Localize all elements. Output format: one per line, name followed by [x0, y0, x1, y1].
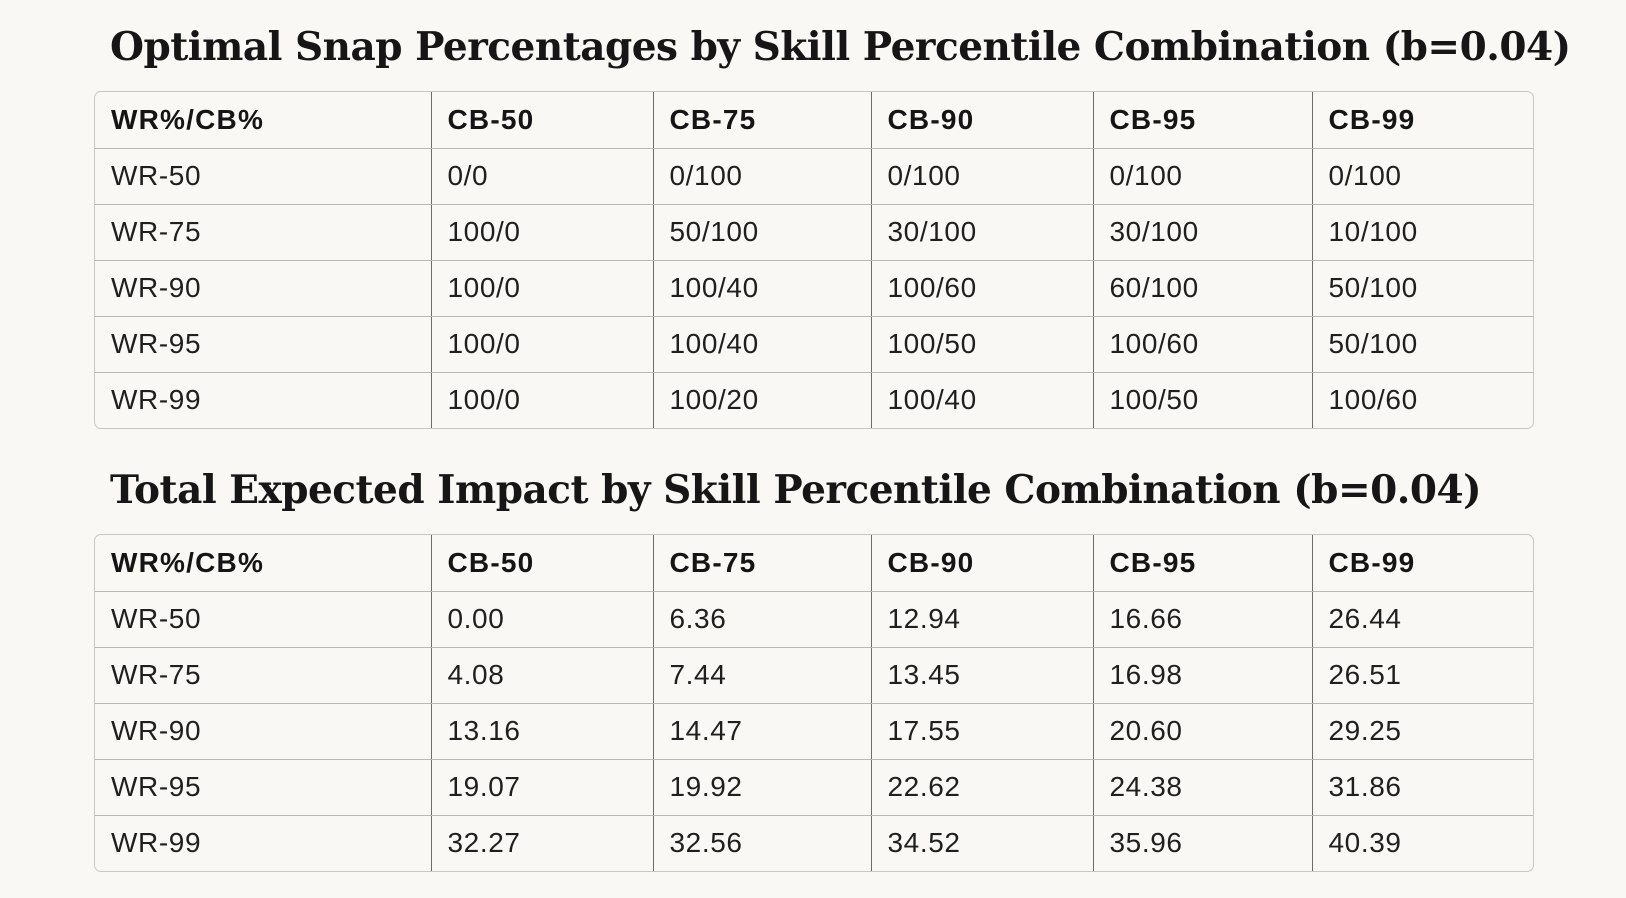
- column-header: CB-50: [431, 535, 654, 592]
- column-header: WR%/CB%: [95, 92, 432, 149]
- table-cell: 100/40: [871, 372, 1094, 428]
- table-cell: 100/0: [431, 372, 654, 428]
- table-cell: 100/20: [653, 372, 872, 428]
- row-label: WR-90: [95, 260, 432, 317]
- snap-percentages-table-container: WR%/CB% CB-50 CB-75 CB-90 CB-95 CB-99 WR…: [94, 91, 1534, 429]
- row-label: WR-75: [95, 647, 432, 704]
- table-cell: 17.55: [871, 703, 1094, 760]
- table-cell: 0/100: [871, 148, 1094, 205]
- table-row: WR-95 19.07 19.92 22.62 24.38 31.86: [95, 759, 1533, 816]
- table-row: WR-95 100/0 100/40 100/50 100/60 50/100: [95, 316, 1533, 373]
- expected-impact-title: Total Expected Impact by Skill Percentil…: [110, 467, 1482, 513]
- table-cell: 32.56: [653, 815, 872, 871]
- column-header: CB-90: [871, 535, 1094, 592]
- table-cell: 22.62: [871, 759, 1094, 816]
- row-label: WR-50: [95, 148, 432, 205]
- table-cell: 6.36: [653, 591, 872, 648]
- table-cell: 12.94: [871, 591, 1094, 648]
- column-header: CB-99: [1312, 92, 1533, 149]
- table-cell: 32.27: [431, 815, 654, 871]
- table-cell: 50/100: [1312, 260, 1533, 317]
- expected-impact-table: WR%/CB% CB-50 CB-75 CB-90 CB-95 CB-99 WR…: [95, 535, 1533, 871]
- table-cell: 19.92: [653, 759, 872, 816]
- table-cell: 4.08: [431, 647, 654, 704]
- expected-impact-table-container: WR%/CB% CB-50 CB-75 CB-90 CB-95 CB-99 WR…: [94, 534, 1534, 872]
- table-cell: 50/100: [653, 204, 872, 261]
- table-cell: 100/40: [653, 260, 872, 317]
- column-header: CB-99: [1312, 535, 1533, 592]
- table-cell: 34.52: [871, 815, 1094, 871]
- row-label: WR-75: [95, 204, 432, 261]
- table-cell: 30/100: [1093, 204, 1313, 261]
- table-cell: 13.16: [431, 703, 654, 760]
- table-cell: 100/60: [1093, 316, 1313, 373]
- table-cell: 16.98: [1093, 647, 1313, 704]
- row-label: WR-99: [95, 372, 432, 428]
- column-header: CB-90: [871, 92, 1094, 149]
- table-row: WR-99 32.27 32.56 34.52 35.96 40.39: [95, 815, 1533, 871]
- table-cell: 0.00: [431, 591, 654, 648]
- table-cell: 0/100: [1093, 148, 1313, 205]
- table-cell: 50/100: [1312, 316, 1533, 373]
- row-label: WR-90: [95, 703, 432, 760]
- table-cell: 100/50: [871, 316, 1094, 373]
- table-cell: 0/0: [431, 148, 654, 205]
- snap-percentages-table: WR%/CB% CB-50 CB-75 CB-90 CB-95 CB-99 WR…: [95, 92, 1533, 428]
- table-cell: 10/100: [1312, 204, 1533, 261]
- table-cell: 100/60: [871, 260, 1094, 317]
- table-row: WR-50 0/0 0/100 0/100 0/100 0/100: [95, 148, 1533, 205]
- column-header: CB-75: [653, 92, 872, 149]
- table-cell: 0/100: [1312, 148, 1533, 205]
- table-row: WR-75 100/0 50/100 30/100 30/100 10/100: [95, 204, 1533, 261]
- table-cell: 13.45: [871, 647, 1094, 704]
- table-cell: 100/0: [431, 316, 654, 373]
- table-cell: 30/100: [871, 204, 1094, 261]
- table-cell: 24.38: [1093, 759, 1313, 816]
- table-cell: 60/100: [1093, 260, 1313, 317]
- table-cell: 100/50: [1093, 372, 1313, 428]
- table-row: WR-75 4.08 7.44 13.45 16.98 26.51: [95, 647, 1533, 704]
- table-row: WR-90 100/0 100/40 100/60 60/100 50/100: [95, 260, 1533, 317]
- row-label: WR-95: [95, 316, 432, 373]
- table-cell: 19.07: [431, 759, 654, 816]
- column-header: CB-50: [431, 92, 654, 149]
- table-cell: 0/100: [653, 148, 872, 205]
- row-label: WR-99: [95, 815, 432, 871]
- table-header-row: WR%/CB% CB-50 CB-75 CB-90 CB-95 CB-99: [95, 92, 1533, 149]
- table-cell: 100/40: [653, 316, 872, 373]
- column-header: CB-75: [653, 535, 872, 592]
- table-cell: 100/0: [431, 204, 654, 261]
- row-label: WR-50: [95, 591, 432, 648]
- table-cell: 16.66: [1093, 591, 1313, 648]
- snap-percentages-title: Optimal Snap Percentages by Skill Percen…: [110, 24, 1571, 70]
- table-cell: 40.39: [1328, 827, 1402, 859]
- table-cell: 100/60: [1328, 384, 1418, 416]
- table-cell: 100/0: [431, 260, 654, 317]
- table-row: WR-90 13.16 14.47 17.55 20.60 29.25: [95, 703, 1533, 760]
- table-row: WR-99 100/0 100/20 100/40 100/50 100/60: [95, 372, 1533, 428]
- table-cell: 26.51: [1312, 647, 1533, 704]
- table-cell: 20.60: [1093, 703, 1313, 760]
- table-cell: 26.44: [1312, 591, 1533, 648]
- table-cell: 29.25: [1312, 703, 1533, 760]
- table-cell: 35.96: [1093, 815, 1313, 871]
- column-header: WR%/CB%: [95, 535, 432, 592]
- table-cell: 7.44: [653, 647, 872, 704]
- table-cell: 31.86: [1312, 759, 1533, 816]
- column-header: CB-95: [1093, 92, 1313, 149]
- row-label: WR-95: [95, 759, 432, 816]
- column-header: CB-95: [1093, 535, 1313, 592]
- table-row: WR-50 0.00 6.36 12.94 16.66 26.44: [95, 591, 1533, 648]
- table-cell: 14.47: [653, 703, 872, 760]
- table-header-row: WR%/CB% CB-50 CB-75 CB-90 CB-95 CB-99: [95, 535, 1533, 592]
